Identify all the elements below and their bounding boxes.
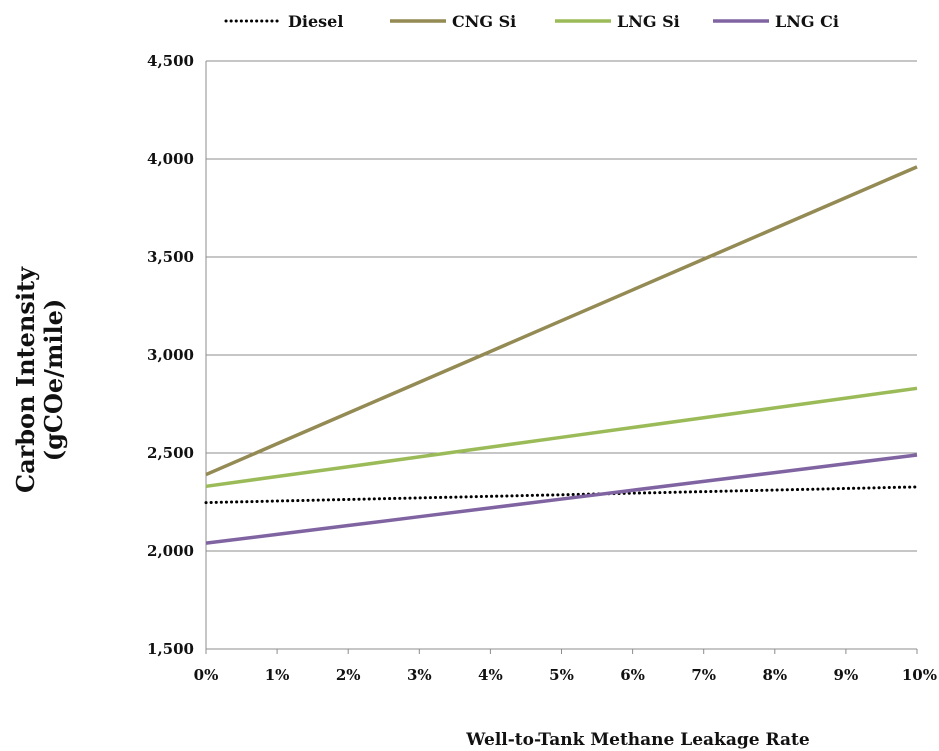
x-tick-label: 10%	[902, 666, 937, 684]
x-axis-tick-labels: 0% 1% 2% 3% 4% 5% 6% 7% 8% 9% 10%	[194, 666, 937, 684]
y-tick-label: 1,500	[147, 640, 194, 658]
y-axis-title-line1: Carbon Intensity	[11, 266, 40, 493]
x-tick-label: 8%	[762, 666, 787, 684]
legend-label: Diesel	[288, 12, 343, 31]
y-axis-tick-labels: 1,500 2,000 2,500 3,000 3,500 4,000 4,500	[147, 52, 194, 658]
y-axis-title-line2: (gCOe/mile)	[39, 299, 68, 461]
series-line-lng-ci	[205, 453, 918, 545]
legend-label: CNG Si	[452, 12, 516, 31]
y-tick-label: 2,000	[147, 542, 194, 560]
x-tick-label: 6%	[620, 666, 645, 684]
series-line-lng-si	[205, 386, 918, 489]
series-layer	[204, 165, 919, 545]
y-tick-label: 2,500	[147, 444, 194, 462]
series-line-cng-si	[205, 165, 918, 477]
x-tick-label: 5%	[549, 666, 574, 684]
legend: Diesel CNG Si LNG Si LNG Ci	[224, 12, 839, 31]
y-tick-label: 3,500	[147, 248, 194, 266]
x-axis-title: Well-to-Tank Methane Leakage Rate	[465, 730, 810, 750]
x-tick-label: 3%	[407, 666, 432, 684]
y-tick-label: 4,000	[147, 150, 194, 168]
legend-label: LNG Si	[617, 12, 680, 31]
gridlines	[206, 60, 917, 552]
series-line-diesel	[204, 485, 919, 505]
x-tick-label: 9%	[834, 666, 859, 684]
y-tick-label: 3,000	[147, 346, 194, 364]
axes	[205, 61, 918, 654]
x-tick-label: 4%	[478, 666, 503, 684]
legend-label: LNG Ci	[775, 12, 839, 31]
x-tick-label: 1%	[265, 666, 290, 684]
x-tick-label: 2%	[336, 666, 361, 684]
x-tick-label: 7%	[691, 666, 716, 684]
y-tick-label: 4,500	[147, 52, 194, 70]
x-tick-label: 0%	[194, 666, 219, 684]
